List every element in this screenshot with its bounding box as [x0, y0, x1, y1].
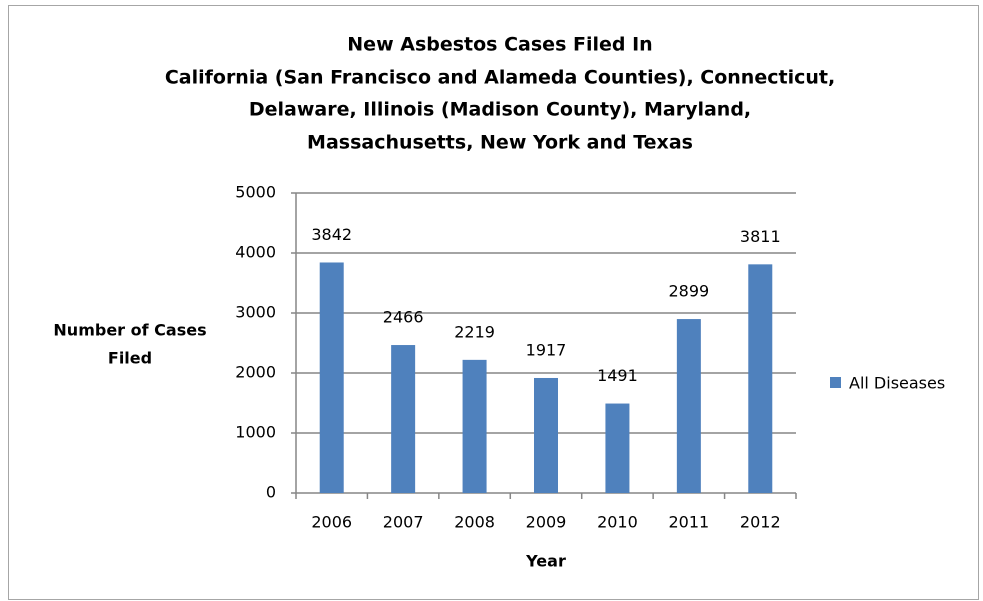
data-label: 2466	[383, 308, 424, 327]
x-tick-label: 2012	[740, 513, 781, 532]
x-tick-label: 2008	[454, 513, 495, 532]
x-tick-label: 2011	[668, 513, 709, 532]
bar	[605, 403, 630, 493]
data-label: 1917	[526, 340, 567, 359]
y-tick-label: 0	[266, 483, 276, 502]
y-axis-title: Filed	[108, 349, 152, 368]
data-label: 3842	[311, 225, 352, 244]
bar	[676, 319, 701, 493]
data-label: 1491	[597, 366, 638, 385]
x-tick-label: 2010	[597, 513, 638, 532]
y-tick-label: 2000	[235, 363, 276, 382]
x-tick-label: 2009	[526, 513, 567, 532]
data-label: 2899	[668, 282, 709, 301]
legend-swatch	[830, 377, 841, 388]
y-axis-title: Number of Cases	[53, 321, 206, 340]
y-tick-label: 5000	[235, 183, 276, 202]
chart-border	[8, 5, 979, 600]
x-axis-title: Year	[525, 552, 566, 571]
data-label: 2219	[454, 322, 495, 341]
chart-title: Massachusetts, New York and Texas	[307, 132, 693, 154]
y-tick-label: 3000	[235, 303, 276, 322]
y-tick-label: 1000	[235, 423, 276, 442]
x-tick-label: 2007	[383, 513, 424, 532]
bar	[534, 377, 558, 493]
legend-label: All Diseases	[849, 374, 945, 393]
bar	[462, 359, 487, 493]
x-tick-label: 2006	[311, 513, 352, 532]
chart-title: California (San Francisco and Alameda Co…	[165, 67, 835, 89]
bar	[391, 345, 416, 493]
chart-title: New Asbestos Cases Filed In	[347, 34, 652, 56]
chart-title: Delaware, Illinois (Madison County), Mar…	[249, 99, 751, 121]
y-tick-label: 4000	[235, 243, 276, 262]
bar	[319, 262, 344, 493]
data-label: 3811	[740, 227, 781, 246]
bar	[748, 264, 773, 493]
